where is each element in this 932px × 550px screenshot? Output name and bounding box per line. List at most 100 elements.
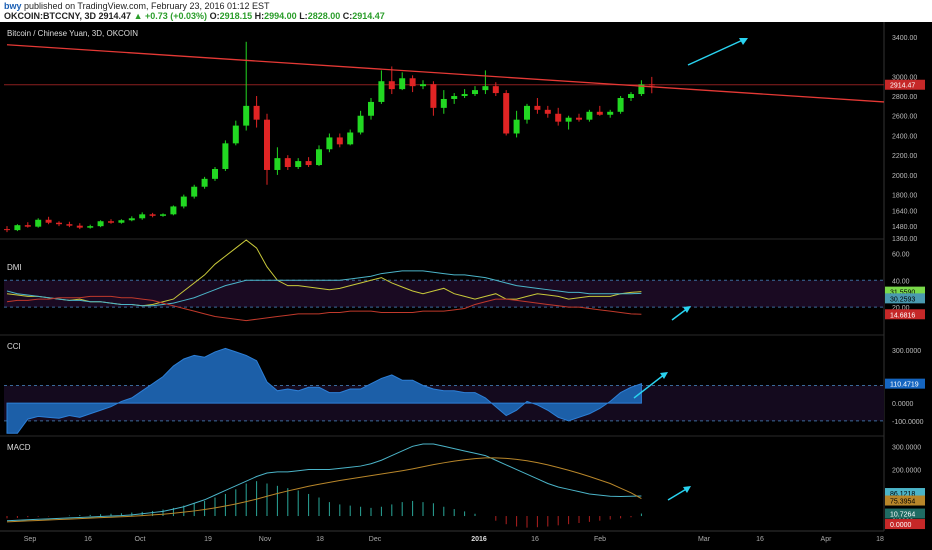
candle-body-40 <box>420 84 426 87</box>
candle-body-19 <box>201 178 208 187</box>
dmi-tick-0: 20.00 <box>892 305 910 312</box>
candle-body-9 <box>97 221 104 227</box>
candle-body-38 <box>399 78 406 90</box>
time-axis-label-4: Nov <box>259 536 272 543</box>
candle-body-47 <box>492 86 499 94</box>
candle-body-34 <box>357 115 364 133</box>
candle-body-60 <box>628 94 634 98</box>
macd-value-badge-1 <box>885 495 925 506</box>
candle-body-29 <box>305 161 312 166</box>
cci-arrow <box>633 373 666 399</box>
candle-body-56 <box>586 111 593 120</box>
candle-body-18 <box>191 186 198 197</box>
high-label: H: <box>254 11 265 21</box>
time-axis-label-3: 19 <box>204 536 212 543</box>
publisher-name[interactable]: bwy <box>4 1 22 11</box>
candle-body-13 <box>139 214 146 219</box>
candle-body-33 <box>347 132 354 145</box>
open-value: 2918.15 <box>219 11 253 21</box>
macd-tick-3: 300.0000 <box>892 444 921 451</box>
candle-body-16 <box>170 206 177 215</box>
dmi-value-label-2: 14.6816 <box>890 312 915 319</box>
macd-value-badge-2 <box>885 508 925 519</box>
candle-body-45 <box>472 90 478 95</box>
candle-body-25 <box>264 119 270 170</box>
cci-arrowhead <box>660 372 668 379</box>
time-axis-label-12: Apr <box>821 536 833 543</box>
price-tick-8: 2800.00 <box>892 94 917 101</box>
macd-value-badge-3 <box>885 519 925 530</box>
candle-body-26 <box>274 158 281 170</box>
price-tick-9: 3000.00 <box>892 74 917 81</box>
price-tick-6: 2400.00 <box>892 133 917 140</box>
dmi-series-2 <box>6 295 642 322</box>
cci-tick-1: 0.0000 <box>892 401 914 408</box>
dmi-band <box>4 280 884 308</box>
candle-body-3 <box>35 219 42 227</box>
price-tick-4: 2000.00 <box>892 173 917 180</box>
symbol-name: OKCOIN:BTCCNY, 3D <box>4 11 97 21</box>
macd-arrowhead <box>683 486 691 493</box>
cci-tick-3: 300.0000 <box>892 348 921 355</box>
symbol-line: OKCOIN:BTCCNY, 3D 2914.47 ▲ +0.73 (+0.03… <box>4 11 385 21</box>
candle-body-2 <box>24 225 31 227</box>
price-tick-3: 1800.00 <box>892 193 917 200</box>
candle-body-43 <box>451 96 458 99</box>
candle-body-5 <box>56 222 62 225</box>
time-axis-label-8: 16 <box>531 536 539 543</box>
price-tick-7: 2600.00 <box>892 114 917 121</box>
dmi-value-label-1: 30.2593 <box>890 296 915 303</box>
candle-body-59 <box>617 97 624 112</box>
candle-body-51 <box>534 105 541 110</box>
candle-body-0 <box>4 229 10 231</box>
time-axis-label-10: Mar <box>698 536 711 543</box>
candle-body-48 <box>503 93 510 134</box>
candle-body-24 <box>253 105 260 120</box>
dmi-value-badge-2 <box>885 309 925 320</box>
chart-canvas[interactable]: Bitcoin / Chinese Yuan, 3D, OKCOIN 1360.0… <box>0 22 932 550</box>
time-axis-label-5: 18 <box>316 536 324 543</box>
candle-body-35 <box>368 101 374 116</box>
price-arrowhead <box>739 38 748 45</box>
cci-title: CCI <box>7 342 21 351</box>
candle-body-15 <box>160 214 166 216</box>
candle-body-32 <box>336 137 343 145</box>
publisher-line: bwy published on TradingView.com, Februa… <box>4 1 270 11</box>
macd-value-label-1: 75.3954 <box>890 499 915 506</box>
candle-body-58 <box>607 111 614 115</box>
candle-body-52 <box>544 109 551 114</box>
candle-body-31 <box>326 137 333 150</box>
price-tick-0: 1360.00 <box>892 236 917 243</box>
last-price: 2914.47 <box>98 11 132 21</box>
candle-body-11 <box>118 220 125 223</box>
macd-series-1 <box>6 457 642 523</box>
candle-body-28 <box>295 161 302 168</box>
candle-body-42 <box>440 98 447 108</box>
candle-body-39 <box>409 78 416 87</box>
dmi-arrowhead <box>683 306 691 313</box>
price-tick-10: 3400.00 <box>892 35 917 42</box>
publish-info: published on TradingView.com, February 2… <box>24 1 270 11</box>
candle-body-21 <box>222 143 229 169</box>
time-axis-label-11: 16 <box>756 536 764 543</box>
low-label: L: <box>299 11 308 21</box>
chart-title: Bitcoin / Chinese Yuan, 3D, OKCOIN <box>7 29 138 38</box>
candle-body-62 <box>648 84 655 86</box>
candle-body-10 <box>108 221 114 223</box>
close-value: 2914.47 <box>352 11 385 21</box>
candle-body-20 <box>212 168 218 179</box>
time-axis-label-6: Dec <box>369 536 382 543</box>
trendline <box>6 44 885 103</box>
publish-header: bwy published on TradingView.com, Februa… <box>0 0 932 22</box>
candle-body-30 <box>316 149 322 166</box>
price-change: ▲ +0.73 (+0.03%) <box>133 11 208 21</box>
time-axis-label-7: 2016 <box>471 536 487 543</box>
candle-body-17 <box>180 196 187 207</box>
price-tick-5: 2200.00 <box>892 153 917 160</box>
close-label: C: <box>342 11 353 21</box>
time-axis-label-13: 18 <box>876 536 884 543</box>
price-arrow <box>687 38 746 66</box>
time-axis-label-9: Feb <box>594 536 606 543</box>
dmi-value-badge-0 <box>885 286 925 297</box>
candle-body-4 <box>45 219 52 223</box>
